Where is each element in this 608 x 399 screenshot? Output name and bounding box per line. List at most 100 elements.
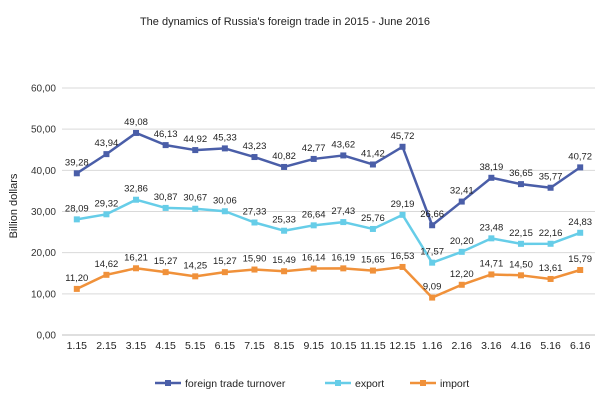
data-point: [547, 240, 554, 247]
data-point: [281, 227, 288, 234]
x-tick-label: 2.15: [96, 340, 117, 352]
data-point: [488, 271, 495, 278]
data-point: [251, 266, 258, 273]
data-point: [429, 222, 436, 229]
data-point: [517, 240, 524, 247]
legend-label: import: [440, 378, 469, 390]
data-point: [73, 170, 80, 177]
data-point: [577, 229, 584, 236]
data-label: 14,25: [183, 260, 207, 271]
x-tick-label: 7.15: [244, 340, 265, 352]
data-label: 25,33: [272, 215, 296, 226]
data-label: 9,09: [423, 282, 442, 293]
data-point: [310, 222, 317, 229]
x-tick-label: 10.15: [330, 340, 356, 352]
series-foreign-trade-turnover: 39,28 43,94 49,08 46,13 44,92 45,33 43,23 40,82…: [65, 117, 592, 229]
data-point: [517, 181, 524, 188]
series-line: [76, 265, 581, 299]
y-tick-label: 40,00: [31, 166, 56, 177]
data-label: 43,23: [243, 141, 267, 152]
series-group: 39,28 43,94 49,08 46,13 44,92 45,33 43,23 40,82…: [65, 117, 592, 301]
data-label: 26,64: [302, 209, 326, 220]
data-label: 15,90: [243, 254, 267, 265]
x-tick-label: 4.15: [155, 340, 176, 352]
data-point: [281, 268, 288, 275]
y-tick-label: 10,00: [31, 289, 56, 300]
legend-swatch-marker: [335, 380, 341, 386]
x-tick-label: 5.16: [540, 340, 561, 352]
series-line: [76, 198, 581, 264]
x-tick-label: 6.16: [570, 340, 591, 352]
data-point: [133, 129, 140, 136]
legend-swatch-marker: [420, 380, 426, 386]
data-label: 26,66: [420, 209, 444, 220]
y-tick-label: 30,00: [31, 207, 56, 218]
data-label: 36,65: [509, 168, 533, 179]
data-point: [162, 204, 169, 211]
x-tick-label: 11.15: [360, 340, 386, 352]
data-point: [281, 163, 288, 170]
data-label: 20,20: [450, 236, 474, 247]
y-tick-label: 60,00: [31, 84, 56, 95]
y-tick-label: 20,00: [31, 248, 56, 259]
data-point: [399, 263, 406, 270]
data-label: 11,20: [65, 273, 88, 284]
y-axis-label: Billion dollars: [8, 173, 20, 238]
series-import: 11,20 14,62 16,21 15,27 14,25 15,27 15,90 15,49…: [65, 251, 592, 301]
data-point: [429, 294, 436, 301]
data-point: [73, 216, 80, 223]
data-label: 30,87: [154, 192, 178, 203]
data-label: 22,15: [509, 228, 533, 239]
series-line: [76, 131, 581, 227]
data-point: [103, 271, 110, 278]
data-label: 43,62: [331, 139, 355, 150]
data-point: [458, 248, 465, 255]
data-point: [340, 219, 347, 226]
data-label: 12,20: [450, 269, 474, 280]
grid-lines: [62, 87, 595, 336]
data-point: [133, 265, 140, 272]
data-point: [399, 143, 406, 150]
data-label: 29,19: [391, 199, 415, 210]
data-label: 17,57: [420, 247, 444, 258]
data-label: 14,50: [509, 259, 533, 270]
data-point: [488, 174, 495, 181]
series-export: 28,09 29,32 32,86 30,87 30,67 30,06 27,33 25,33…: [65, 184, 592, 266]
x-tick-label: 4.16: [511, 340, 532, 352]
data-label: 35,77: [539, 172, 563, 183]
x-tick-label: 1.16: [422, 340, 443, 352]
data-label: 16,14: [302, 253, 326, 264]
data-point: [458, 198, 465, 205]
data-label: 13,61: [539, 263, 563, 274]
x-tick-label: 6.15: [215, 340, 236, 352]
data-point: [251, 154, 258, 161]
data-point: [251, 219, 258, 226]
data-point: [192, 273, 199, 280]
data-point: [369, 267, 376, 274]
data-point: [547, 275, 554, 282]
data-label: 15,65: [361, 255, 385, 266]
data-point: [221, 145, 228, 152]
data-point: [221, 269, 228, 276]
data-label: 29,32: [95, 198, 119, 209]
data-label: 16,21: [124, 252, 148, 263]
x-tick-label: 2.16: [452, 340, 473, 352]
data-label: 32,41: [450, 186, 474, 197]
data-label: 43,94: [95, 138, 119, 149]
data-point: [310, 155, 317, 162]
data-label: 44,92: [183, 134, 207, 145]
data-label: 25,76: [361, 213, 385, 224]
data-point: [221, 208, 228, 215]
data-label: 22,16: [539, 228, 563, 239]
x-axis-ticks: 1.15 2.15 3.15 4.15 5.15 6.15 7.15 8.15 9.15 10.1…: [67, 340, 591, 352]
data-point: [547, 184, 554, 191]
data-label: 45,33: [213, 132, 237, 143]
data-label: 41,42: [361, 148, 385, 159]
data-point: [577, 266, 584, 273]
data-point: [517, 272, 524, 279]
x-tick-label: 5.15: [185, 340, 206, 352]
data-label: 45,72: [391, 131, 415, 142]
data-label: 40,72: [568, 151, 592, 162]
x-tick-label: 3.16: [481, 340, 502, 352]
